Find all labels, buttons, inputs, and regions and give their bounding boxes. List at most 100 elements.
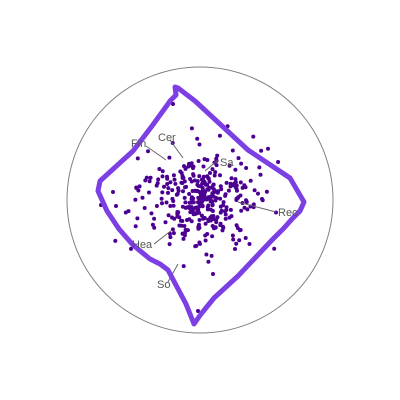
data-dot — [171, 203, 176, 208]
data-dot — [238, 193, 243, 198]
label-leader-line — [169, 139, 184, 159]
data-dot — [199, 213, 204, 218]
data-dot — [182, 224, 187, 228]
data-dot — [203, 238, 208, 243]
data-dot — [197, 142, 202, 147]
data-dot — [160, 201, 164, 206]
data-dot — [191, 166, 195, 171]
data-dot — [209, 214, 214, 219]
data-dot — [205, 205, 210, 209]
label-leader-lines — [145, 139, 277, 283]
data-dot — [183, 200, 188, 205]
data-dot — [202, 216, 207, 221]
data-dot — [207, 185, 212, 190]
data-dot — [202, 193, 207, 198]
data-dot — [165, 174, 169, 179]
data-dot — [212, 173, 217, 178]
data-dot — [188, 210, 193, 215]
data-dot — [113, 238, 118, 243]
data-dot — [247, 242, 252, 246]
data-dot — [195, 136, 200, 141]
data-dot — [210, 202, 215, 207]
data-dot — [218, 173, 222, 178]
data-dot — [160, 190, 165, 195]
data-dot — [244, 166, 249, 170]
data-dot — [237, 238, 242, 243]
data-dot — [272, 246, 277, 251]
data-dot — [223, 212, 228, 217]
data-dot — [160, 174, 165, 179]
data-dot — [175, 191, 180, 196]
boundary-circle — [66, 66, 334, 334]
data-dot — [160, 169, 165, 174]
data-dot — [201, 164, 206, 169]
data-dot — [276, 160, 281, 164]
data-dot — [214, 220, 219, 225]
data-dot — [208, 194, 213, 199]
data-dot — [258, 172, 263, 177]
data-dot — [266, 146, 270, 151]
data-dot — [181, 236, 186, 241]
data-dot — [168, 180, 173, 185]
data-dot-outlier — [260, 197, 264, 201]
data-dot — [159, 196, 164, 201]
data-dot — [181, 189, 185, 194]
data-dot — [167, 242, 172, 247]
data-dot — [227, 163, 232, 168]
data-dot — [192, 178, 197, 183]
data-dot — [201, 188, 205, 193]
data-dot — [175, 211, 180, 216]
data-dot-outlier — [233, 247, 237, 251]
data-dot — [179, 218, 183, 223]
data-dot — [157, 167, 162, 171]
data-dot — [231, 237, 236, 242]
data-dot — [226, 188, 231, 193]
data-dot — [147, 190, 151, 195]
data-dot — [209, 199, 214, 204]
data-dot — [193, 188, 198, 193]
dot-cloud — [99, 102, 281, 313]
data-dot — [230, 148, 235, 153]
data-dot — [181, 264, 186, 269]
data-dot — [189, 200, 194, 205]
data-dot — [203, 221, 208, 226]
data-dot — [173, 181, 178, 186]
data-dot — [223, 216, 228, 221]
label-fin: Fin — [131, 138, 146, 150]
data-dot — [176, 188, 181, 193]
data-dot — [209, 253, 214, 258]
data-dot — [228, 207, 233, 212]
data-dot — [164, 200, 169, 205]
label-leader-line — [204, 159, 219, 172]
data-dot — [208, 171, 212, 175]
data-dot — [133, 224, 138, 229]
data-dot — [218, 184, 223, 189]
data-dot — [180, 173, 185, 178]
data-dot — [251, 134, 256, 139]
data-dot — [201, 174, 206, 179]
data-dot — [234, 223, 239, 228]
data-dot — [242, 205, 247, 210]
data-dot — [166, 190, 170, 195]
data-dot — [257, 165, 262, 170]
data-dot — [210, 167, 215, 172]
data-dot — [165, 182, 170, 186]
data-dot — [178, 169, 183, 174]
data-dot — [245, 207, 250, 212]
data-dot — [172, 177, 177, 182]
data-dot — [135, 156, 140, 161]
freehand-lasso[interactable] — [95, 84, 307, 327]
data-dot — [189, 179, 194, 184]
data-dot — [239, 208, 244, 213]
data-dot — [256, 191, 260, 196]
data-dot — [191, 196, 196, 201]
data-dot — [166, 213, 171, 218]
data-dot — [129, 246, 133, 251]
data-dot — [236, 156, 241, 161]
data-dot — [140, 195, 145, 200]
data-dot — [224, 205, 229, 210]
data-dot — [166, 186, 171, 191]
data-dot — [217, 133, 222, 138]
